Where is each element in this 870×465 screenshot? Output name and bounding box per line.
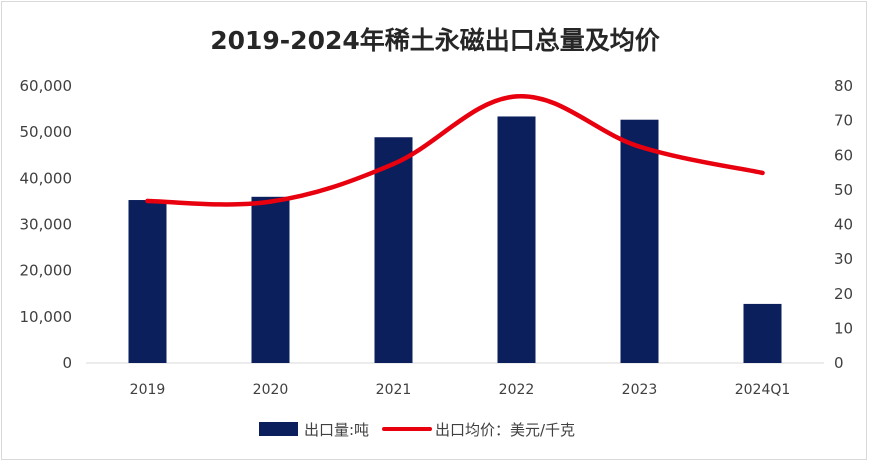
right-tick-label: 10 bbox=[834, 319, 853, 337]
price-point-2023 bbox=[637, 144, 642, 149]
right-tick-label: 50 bbox=[834, 181, 853, 199]
price-point-2021 bbox=[391, 161, 396, 167]
bar-2024Q1 bbox=[743, 303, 782, 363]
left-axis-ticks: 0 10,000 20,000 30,000 40,000 50,000 60,000 bbox=[20, 77, 73, 372]
bar-2020 bbox=[251, 196, 290, 363]
line-series bbox=[145, 94, 765, 207]
right-tick-label: 60 bbox=[834, 146, 853, 164]
x-tick-label: 2022 bbox=[499, 382, 535, 398]
left-tick-label: 60,000 bbox=[20, 77, 73, 95]
x-axis-labels: 2019 2020 2021 2022 2023 2024Q1 bbox=[130, 382, 791, 398]
price-point-2019 bbox=[145, 198, 150, 204]
chart-title: 2019-2024年稀土永磁出口总量及均价 bbox=[210, 26, 661, 55]
legend: 出口量:吨 出口均价：美元/千克 bbox=[259, 421, 575, 439]
left-tick-label: 30,000 bbox=[20, 216, 73, 234]
right-tick-label: 40 bbox=[834, 216, 853, 234]
x-tick-label: 2021 bbox=[376, 382, 412, 398]
bar-2021 bbox=[374, 137, 413, 363]
left-tick-label: 10,000 bbox=[20, 308, 73, 326]
legend-label-bar: 出口量:吨 bbox=[304, 421, 369, 439]
bar-2022 bbox=[497, 116, 536, 363]
right-tick-label: 70 bbox=[834, 112, 853, 130]
right-tick-label: 0 bbox=[834, 354, 844, 372]
legend-swatch-bar bbox=[259, 422, 298, 436]
right-tick-label: 80 bbox=[834, 77, 853, 95]
legend-label-line: 出口均价：美元/千克 bbox=[435, 421, 575, 439]
right-tick-label: 20 bbox=[834, 285, 853, 303]
price-point-2020 bbox=[268, 199, 273, 204]
x-tick-label: 2024Q1 bbox=[735, 382, 791, 398]
bar-2023 bbox=[620, 119, 659, 364]
left-tick-label: 20,000 bbox=[20, 262, 73, 280]
x-tick-label: 2023 bbox=[622, 382, 658, 398]
price-line bbox=[145, 94, 765, 207]
left-tick-label: 40,000 bbox=[20, 169, 73, 187]
price-point-2024Q1 bbox=[760, 170, 765, 176]
bar-2019 bbox=[128, 200, 167, 363]
x-tick-label: 2019 bbox=[130, 382, 166, 398]
right-tick-label: 30 bbox=[834, 250, 853, 268]
left-tick-label: 50,000 bbox=[20, 123, 73, 141]
right-axis-ticks: 0 10 20 30 40 50 60 70 80 bbox=[834, 77, 853, 372]
bar-series bbox=[128, 116, 782, 364]
left-tick-label: 0 bbox=[62, 354, 72, 372]
x-tick-label: 2020 bbox=[253, 382, 289, 398]
price-point-2022 bbox=[514, 94, 519, 99]
